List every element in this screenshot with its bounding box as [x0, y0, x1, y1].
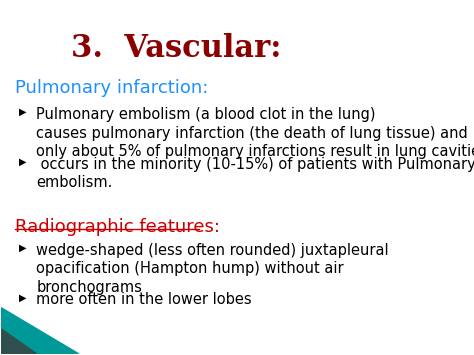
Text: ▶: ▶ [19, 292, 27, 302]
Text: more often in the lower lobes: more often in the lower lobes [36, 292, 252, 307]
Text: 3.  Vascular:: 3. Vascular: [71, 33, 282, 64]
Text: Pulmonary embolism (a blood clot in the lung)
causes pulmonary infarction (the d: Pulmonary embolism (a blood clot in the … [36, 107, 474, 159]
Polygon shape [1, 329, 36, 354]
Text: Pulmonary infarction:: Pulmonary infarction: [15, 79, 209, 97]
Text: ▶: ▶ [19, 107, 27, 117]
Text: ▶: ▶ [19, 243, 27, 253]
Text: ▶: ▶ [19, 157, 27, 167]
Text: Radiographic features:: Radiographic features: [15, 218, 220, 236]
Polygon shape [1, 308, 78, 354]
Text: wedge-shaped (less often rounded) juxtapleural
opacification (Hampton hump) with: wedge-shaped (less often rounded) juxtap… [36, 243, 389, 295]
Text: occurs in the minority (10-15%) of patients with Pulmonary
embolism.: occurs in the minority (10-15%) of patie… [36, 157, 474, 190]
